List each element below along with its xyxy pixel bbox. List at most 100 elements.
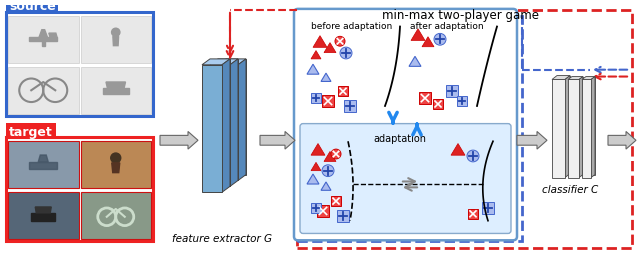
Bar	[582, 79, 591, 178]
Bar	[297, 10, 632, 248]
Bar	[8, 67, 79, 114]
Text: source: source	[9, 1, 56, 13]
Bar	[433, 99, 443, 109]
Bar	[210, 65, 230, 186]
Polygon shape	[222, 59, 230, 192]
Text: before adaptation: before adaptation	[311, 22, 392, 31]
Polygon shape	[451, 144, 465, 155]
Polygon shape	[321, 182, 331, 190]
Bar	[322, 95, 334, 107]
Bar	[311, 203, 321, 213]
Bar	[552, 79, 565, 178]
Circle shape	[111, 153, 121, 163]
Bar	[218, 65, 238, 180]
Polygon shape	[218, 59, 238, 180]
Bar	[331, 196, 341, 206]
Polygon shape	[218, 59, 246, 65]
Polygon shape	[31, 213, 55, 221]
Text: target: target	[9, 126, 52, 139]
Bar	[202, 65, 222, 192]
Bar	[468, 209, 478, 219]
Text: min-max two-player game: min-max two-player game	[381, 9, 538, 22]
Polygon shape	[313, 36, 327, 47]
Bar	[6, 123, 56, 138]
Polygon shape	[226, 59, 246, 175]
Text: adaptation: adaptation	[374, 134, 426, 144]
Bar	[338, 86, 348, 96]
Bar	[457, 96, 467, 106]
Polygon shape	[35, 207, 51, 213]
Bar	[81, 141, 151, 188]
Bar	[344, 100, 356, 112]
Bar	[81, 192, 151, 239]
Polygon shape	[582, 77, 595, 79]
Bar	[482, 202, 494, 214]
Polygon shape	[160, 132, 198, 149]
Circle shape	[331, 149, 341, 159]
Polygon shape	[579, 77, 583, 178]
Polygon shape	[39, 30, 47, 37]
Polygon shape	[103, 88, 129, 94]
Polygon shape	[113, 36, 118, 46]
Bar	[8, 192, 79, 239]
Polygon shape	[260, 132, 295, 149]
Polygon shape	[238, 59, 246, 180]
Bar	[6, 12, 153, 116]
Circle shape	[111, 28, 120, 36]
Polygon shape	[591, 77, 595, 178]
Polygon shape	[324, 42, 336, 53]
Bar	[6, 0, 58, 13]
Polygon shape	[324, 152, 336, 162]
Bar	[311, 93, 321, 103]
Polygon shape	[552, 76, 570, 79]
Text: feature extractor G: feature extractor G	[172, 234, 272, 244]
Polygon shape	[210, 59, 238, 65]
Polygon shape	[230, 59, 238, 186]
Polygon shape	[49, 33, 57, 38]
Bar	[337, 210, 349, 222]
Polygon shape	[608, 132, 636, 149]
Bar	[8, 141, 79, 188]
Polygon shape	[517, 132, 547, 149]
Polygon shape	[586, 77, 595, 175]
Bar	[419, 92, 431, 104]
FancyBboxPatch shape	[294, 9, 517, 240]
Polygon shape	[422, 37, 434, 47]
Polygon shape	[42, 41, 45, 46]
Polygon shape	[572, 77, 583, 175]
Bar	[6, 137, 153, 241]
Polygon shape	[311, 50, 321, 59]
Polygon shape	[38, 155, 48, 162]
Polygon shape	[311, 144, 325, 155]
Polygon shape	[202, 59, 230, 65]
Bar	[297, 16, 522, 241]
Polygon shape	[307, 174, 319, 184]
Polygon shape	[321, 73, 331, 81]
Circle shape	[340, 47, 352, 59]
Polygon shape	[106, 82, 125, 88]
Circle shape	[434, 33, 446, 45]
Polygon shape	[568, 77, 583, 79]
Polygon shape	[29, 37, 57, 41]
Polygon shape	[311, 162, 321, 171]
Bar	[317, 205, 329, 217]
Bar	[81, 16, 151, 63]
Polygon shape	[409, 56, 421, 66]
FancyBboxPatch shape	[300, 124, 511, 233]
Polygon shape	[29, 162, 57, 169]
Polygon shape	[210, 59, 230, 186]
Bar	[81, 67, 151, 114]
Circle shape	[467, 150, 479, 162]
Polygon shape	[557, 76, 570, 174]
Polygon shape	[565, 76, 570, 178]
Polygon shape	[411, 29, 425, 40]
Bar	[446, 85, 458, 97]
Circle shape	[322, 165, 334, 177]
Polygon shape	[307, 64, 319, 74]
Bar	[568, 79, 579, 178]
Text: classifier C: classifier C	[542, 185, 598, 195]
Circle shape	[335, 36, 345, 46]
Polygon shape	[112, 163, 120, 173]
Bar	[8, 16, 79, 63]
Text: after adaptation: after adaptation	[410, 22, 484, 31]
